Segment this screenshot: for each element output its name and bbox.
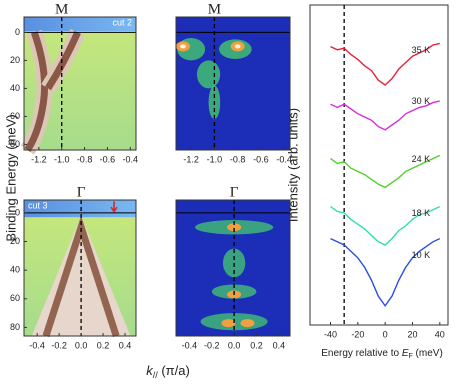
series-label: 30 K — [412, 96, 431, 106]
spectrum-line — [330, 237, 441, 308]
map-panel — [176, 200, 290, 336]
frame — [23, 16, 137, 151]
map-panel — [175, 17, 290, 150]
spectrum-line — [330, 205, 441, 246]
map-feature — [234, 44, 241, 49]
symmetry-label: Γ — [77, 184, 86, 200]
map-feature — [179, 44, 186, 49]
frame — [23, 199, 137, 337]
map-feature — [45, 30, 81, 91]
series-label: 35 K — [412, 45, 431, 55]
series-label: 24 K — [412, 154, 431, 164]
x-tick-label: 0.2 — [97, 340, 110, 350]
y-axis-label: Binding Energy (meV) — [3, 114, 18, 241]
x-tick-label: -20 — [351, 329, 364, 339]
map-band — [24, 17, 136, 31]
y-tick-label: 80 — [10, 139, 20, 149]
map-feature — [240, 319, 255, 328]
map-feature — [196, 60, 221, 89]
x-tick-label: -0.2 — [204, 340, 220, 350]
x-label-symbol: k — [146, 363, 154, 378]
x-tick-label: -0.8 — [230, 154, 246, 164]
x-tick-label: 0 — [383, 329, 388, 339]
y-tick-label: 40 — [10, 265, 20, 275]
series-label: 18 K — [412, 208, 431, 218]
map-arrow — [110, 201, 118, 213]
x-label-symbol: E — [402, 348, 409, 359]
frame — [175, 16, 291, 151]
x-tick-label: -1.0 — [54, 154, 70, 164]
x-tick-label: 0.2 — [250, 340, 263, 350]
frame — [175, 199, 291, 337]
y-tick-label: 60 — [10, 111, 20, 121]
x-label-sub: F — [409, 353, 413, 360]
map-panel — [24, 200, 136, 338]
x-label-sub: // — [153, 370, 159, 380]
map-bg — [176, 17, 290, 150]
x-label-unit: (π/a) — [158, 363, 190, 378]
y-tick-label: 20 — [10, 55, 20, 65]
x-tick-label: 0.0 — [75, 340, 88, 350]
x-tick-label: -0.2 — [51, 340, 67, 350]
x-tick-label: 0.4 — [119, 340, 132, 350]
x-tick-label: 40 — [435, 329, 445, 339]
x-tick-label: -1.2 — [31, 154, 47, 164]
x-tick-label: -40 — [324, 329, 337, 339]
y-tick-label: 60 — [10, 293, 20, 303]
cut-label: cut 2 — [112, 17, 132, 27]
x-axis-label: k// (π/a) — [146, 363, 190, 380]
symmetry-label: Γ — [230, 184, 239, 200]
x-tick-label: -1.0 — [207, 154, 223, 164]
map-feature — [222, 248, 246, 278]
x-tick-label: -0.6 — [253, 154, 269, 164]
spectrum-line — [330, 154, 441, 189]
x-tick-label: 20 — [407, 329, 417, 339]
y-tick-label: 80 — [10, 322, 20, 332]
x-axis-label: Energy relative to EF (meV) — [321, 348, 443, 360]
x-tick-label: -0.4 — [123, 154, 139, 164]
x-tick-label: -0.6 — [100, 154, 116, 164]
y-tick-label: 20 — [10, 236, 20, 246]
map-feature — [227, 223, 242, 232]
series-label: 10 K — [412, 250, 431, 260]
symmetry-label: M — [55, 1, 68, 17]
map-panel — [20, 17, 136, 155]
y-tick-label: 0 — [15, 27, 20, 37]
y-tick-label: 40 — [10, 83, 20, 93]
map-feature — [24, 31, 49, 152]
y-tick-label: 0 — [15, 207, 20, 217]
x-tick-label: 0.0 — [228, 340, 241, 350]
map-feature — [42, 215, 120, 338]
cut-label: cut 3 — [28, 200, 48, 210]
spectrum-line — [330, 100, 440, 131]
x-tick-label: -0.8 — [77, 154, 93, 164]
x-tick-label: -1.2 — [183, 154, 199, 164]
x-label-unit: (meV) — [413, 348, 443, 359]
x-tick-label: -0.4 — [29, 340, 45, 350]
map-feature — [221, 319, 236, 328]
spectrum-line — [330, 42, 440, 86]
x-tick-label: 0.4 — [273, 340, 286, 350]
x-label-text: Energy relative to — [321, 348, 402, 359]
x-tick-label: -0.4 — [276, 154, 292, 164]
symmetry-label: M — [208, 1, 221, 17]
x-tick-label: -0.4 — [182, 340, 198, 350]
frame — [309, 4, 449, 326]
